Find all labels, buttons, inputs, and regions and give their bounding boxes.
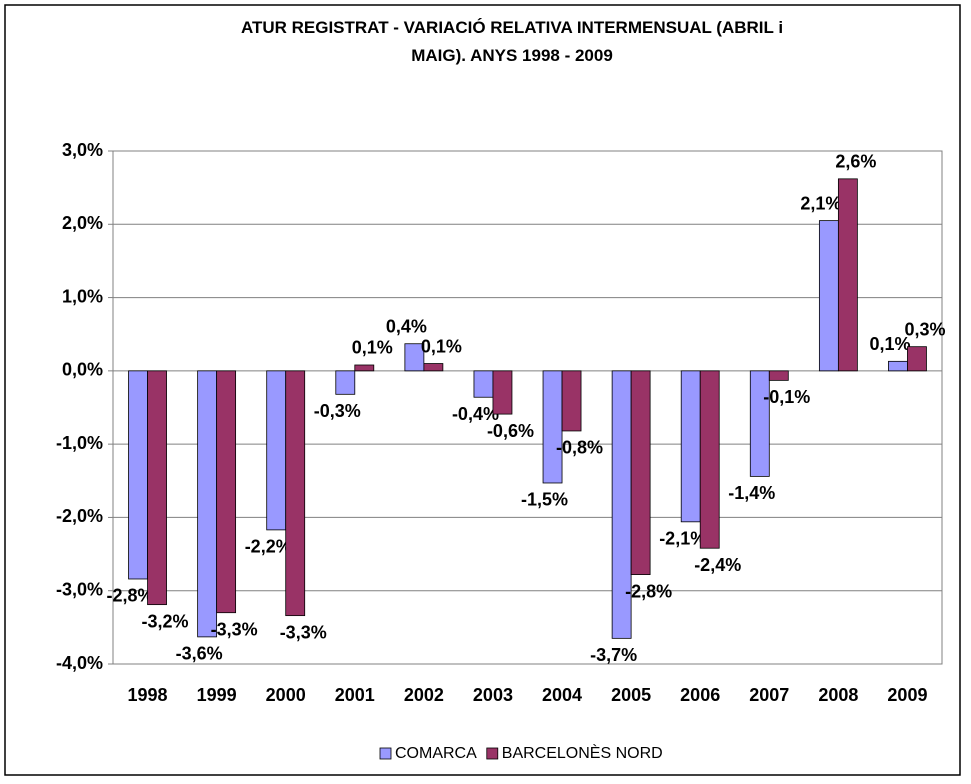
bar <box>907 346 927 372</box>
bar <box>147 370 167 606</box>
data-label: -2,4% <box>694 555 741 575</box>
plot-area <box>112 150 943 665</box>
data-label: -3,3% <box>280 622 327 642</box>
y-tick-label: -2,0% <box>56 506 103 526</box>
data-label: 0,3% <box>904 319 945 339</box>
legend-swatch <box>486 747 499 760</box>
legend-label: COMARCA <box>395 745 477 762</box>
data-label: -2,8% <box>107 586 154 606</box>
x-tick-label: 2009 <box>887 685 927 705</box>
bar <box>335 370 356 395</box>
bar <box>473 370 494 398</box>
x-tick-label: 2008 <box>818 685 858 705</box>
bar <box>542 370 563 484</box>
y-tick-label: 0,0% <box>62 360 103 380</box>
data-label: -1,5% <box>521 490 568 510</box>
bar <box>818 220 839 372</box>
bar <box>423 363 444 372</box>
x-tick-label: 1998 <box>128 685 168 705</box>
bar <box>266 370 287 531</box>
x-tick-label: 1999 <box>197 685 237 705</box>
bar <box>837 178 858 372</box>
data-label: 2,6% <box>835 152 876 172</box>
x-tick-label: 2000 <box>266 685 306 705</box>
bar <box>128 370 148 580</box>
data-label: -0,6% <box>487 421 534 441</box>
bar <box>630 370 651 575</box>
bar <box>680 370 701 523</box>
y-tick-label: -1,0% <box>56 433 103 453</box>
data-label: -0,4% <box>452 404 499 424</box>
bar <box>197 370 218 638</box>
data-label: -0,1% <box>763 387 810 407</box>
data-label: -0,3% <box>314 401 361 421</box>
data-label: -1,4% <box>728 483 775 503</box>
y-tick-label: 3,0% <box>62 140 103 160</box>
bar <box>749 370 770 477</box>
data-label: -2,2% <box>245 537 292 557</box>
x-tick-label: 2007 <box>749 685 789 705</box>
data-label: -2,1% <box>659 529 706 549</box>
data-label: -3,6% <box>176 644 223 664</box>
data-label: 2,1% <box>800 193 841 213</box>
data-label: 0,1% <box>421 336 462 356</box>
data-label: 0,4% <box>386 316 427 336</box>
y-tick-label: 1,0% <box>62 286 103 306</box>
bar <box>888 360 908 372</box>
bar <box>699 370 720 549</box>
data-label: -3,2% <box>142 611 189 631</box>
bar <box>561 370 582 432</box>
bar <box>354 364 375 372</box>
legend-swatch <box>379 747 392 760</box>
x-tick-label: 2004 <box>542 685 582 705</box>
y-tick-label: 2,0% <box>62 213 103 233</box>
data-label: -2,8% <box>625 581 672 601</box>
x-tick-label: 2002 <box>404 685 444 705</box>
bar <box>285 370 306 617</box>
bar <box>492 370 513 415</box>
data-label: -0,8% <box>556 438 603 458</box>
data-label: 0,1% <box>869 334 910 354</box>
x-tick-label: 2003 <box>473 685 513 705</box>
y-tick-label: -4,0% <box>56 653 103 673</box>
data-label: -3,3% <box>211 619 258 639</box>
bar <box>404 343 425 372</box>
x-tick-label: 2001 <box>335 685 375 705</box>
x-tick-label: 2005 <box>611 685 651 705</box>
legend-label: BARCELONÈS NORD <box>502 743 663 762</box>
data-label: -3,7% <box>590 645 637 665</box>
y-tick-label: -3,0% <box>56 579 103 599</box>
chart-title: ATUR REGISTRAT - VARIACIÓ RELATIVA INTER… <box>240 18 784 65</box>
x-tick-label: 2006 <box>680 685 720 705</box>
data-label: 0,1% <box>352 338 393 358</box>
bar <box>768 370 789 381</box>
bar <box>216 370 237 614</box>
